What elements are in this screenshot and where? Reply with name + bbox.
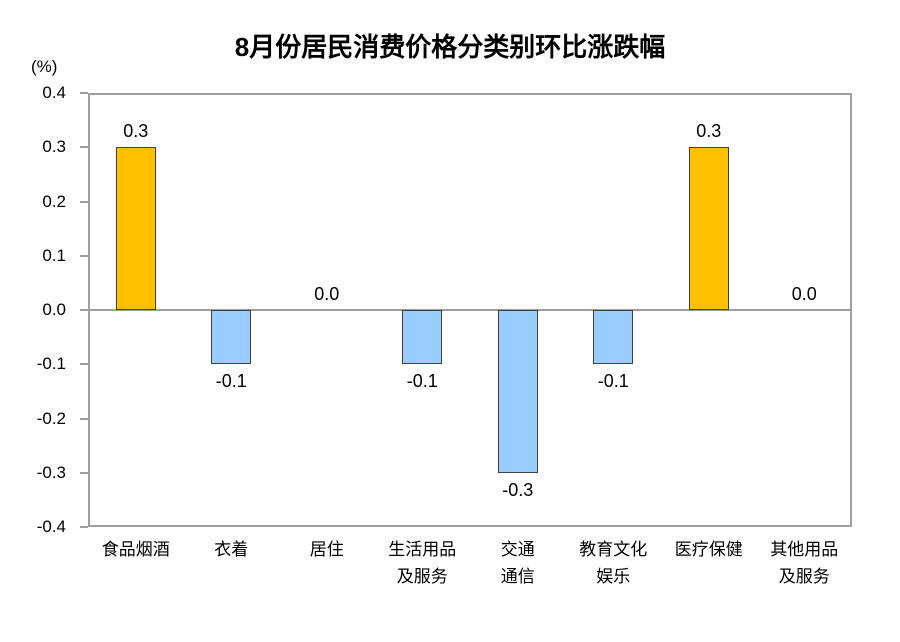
bar-3 [402,310,443,365]
y-tick-label-6: -0.2 [36,408,66,428]
zero-baseline [88,309,852,311]
y-tick-label-3: 0.1 [42,245,66,265]
y-tick-mark-2 [80,200,88,203]
y-tick-label-1: 0.3 [42,137,66,157]
y-tick-mark-5 [80,363,88,366]
value-label-2: 0.0 [314,284,340,304]
value-label-5: -0.1 [597,371,629,392]
x-category-label-5: 教育文化 娱乐 [579,540,648,586]
x-category-label-6: 医疗保健 [674,540,743,559]
y-tick-mark-8 [80,526,88,528]
value-label-3: -0.1 [406,371,438,392]
y-tick-label-4: 0.0 [42,300,66,319]
x-category-label-1: 衣着 [214,540,249,559]
y-tick-mark-6 [80,417,88,420]
bar-6 [688,147,729,310]
chart-title: 8月份居民消费价格分类别环比涨跌幅 [234,32,666,62]
value-label-6: 0.3 [696,121,722,142]
value-label-0: 0.3 [123,121,149,142]
y-tick-label-5: -0.1 [36,354,66,374]
bar-0 [115,147,156,310]
y-tick-mark-4 [80,309,88,311]
y-tick-label-7: -0.3 [36,462,66,482]
y-tick-label-2: 0.2 [42,191,66,211]
value-label-4: -0.3 [502,479,534,500]
bar-1 [211,310,252,365]
x-category-label-4: 交通 通信 [500,540,535,586]
value-label-1: -0.1 [215,371,247,392]
y-tick-mark-1 [80,146,88,149]
y-tick-mark-7 [80,471,88,474]
y-tick-label-0: 0.4 [42,83,66,102]
x-category-label-0: 食品烟酒 [101,540,170,559]
y-axis-unit-label: (%) [31,57,58,76]
x-category-label-2: 居住 [309,540,344,559]
y-tick-mark-3 [80,254,88,257]
value-label-7: 0.0 [791,284,817,304]
bar-4 [497,310,538,473]
x-category-label-3: 生活用品 及服务 [388,540,457,586]
bar-5 [593,310,634,365]
x-category-label-7: 其他用品 及服务 [770,540,839,586]
y-tick-label-8: -0.4 [36,517,66,536]
y-tick-mark-0 [80,92,88,94]
